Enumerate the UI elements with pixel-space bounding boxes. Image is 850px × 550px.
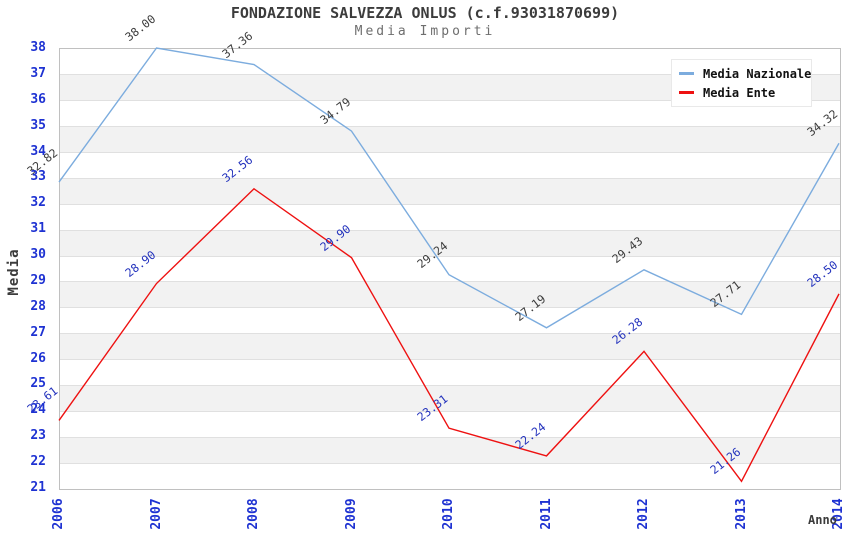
- grid-line: [60, 359, 840, 361]
- y-tick: 22: [30, 454, 46, 470]
- grid-line: [60, 307, 840, 309]
- x-tick: 2011: [538, 498, 554, 530]
- grid-line: [60, 384, 840, 386]
- grid-line: [60, 255, 840, 257]
- grid-band: [60, 230, 840, 257]
- y-tick: 38: [30, 40, 46, 55]
- legend-label: Media Ente: [703, 85, 776, 100]
- y-tick: 32: [30, 195, 46, 211]
- x-tick: 2007: [148, 498, 164, 530]
- x-tick: 2008: [246, 498, 261, 530]
- x-axis-title: Anno: [808, 513, 837, 527]
- y-tick: 25: [30, 376, 46, 392]
- y-tick: 35: [30, 117, 46, 133]
- grid-line: [60, 410, 840, 412]
- grid-band: [60, 411, 840, 438]
- grid-band: [60, 204, 840, 231]
- y-tick: 27: [30, 324, 46, 340]
- grid-line: [60, 152, 840, 154]
- x-tick: 2009: [343, 498, 359, 530]
- grid-line: [60, 229, 840, 231]
- plot-area: [59, 48, 841, 490]
- y-tick: 34: [30, 143, 46, 159]
- y-tick: 28: [30, 298, 46, 314]
- y-tick: 33: [30, 169, 46, 185]
- y-tick: 21: [30, 480, 46, 495]
- y-tick: 37: [30, 65, 46, 81]
- chart-title: FONDAZIONE SALVEZZA ONLUS (c.f.930318706…: [230, 4, 620, 22]
- x-tick: 2012: [636, 498, 651, 530]
- legend-swatch: [679, 91, 694, 94]
- y-tick: 31: [30, 221, 46, 237]
- grid-line: [60, 126, 840, 128]
- y-tick: 26: [30, 350, 46, 366]
- grid-line: [60, 281, 840, 283]
- grid-band: [60, 178, 840, 205]
- grid-band: [60, 126, 840, 153]
- y-tick: 29: [30, 272, 46, 288]
- legend: Media Nazionale Media Ente: [671, 59, 812, 107]
- grid-band: [60, 385, 840, 412]
- grid-band: [60, 152, 840, 179]
- grid-line: [60, 436, 840, 438]
- legend-item: Media Nazionale: [679, 64, 811, 83]
- legend-label: Media Nazionale: [703, 66, 812, 81]
- grid-band: [60, 307, 840, 334]
- y-tick: 36: [30, 91, 46, 107]
- chart-subtitle: Media Importi: [354, 24, 496, 39]
- grid-band: [60, 333, 840, 360]
- y-tick: 24: [30, 402, 46, 418]
- grid-line: [60, 203, 840, 205]
- grid-line: [60, 333, 840, 335]
- grid-line: [60, 177, 840, 179]
- legend-item: Media Ente: [679, 83, 811, 102]
- x-tick: 2013: [733, 498, 749, 530]
- grid-band: [60, 359, 840, 386]
- x-tick: 2010: [441, 498, 456, 530]
- legend-swatch: [679, 72, 694, 75]
- y-tick: 23: [30, 428, 46, 444]
- y-tick: 30: [30, 247, 46, 263]
- grid-band: [60, 256, 840, 282]
- x-tick: 2006: [51, 498, 66, 530]
